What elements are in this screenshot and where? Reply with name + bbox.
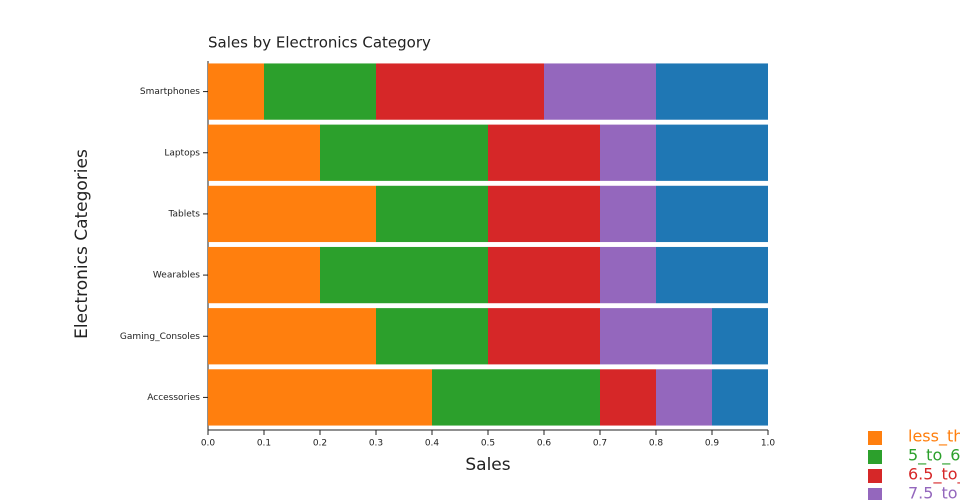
x-tick-label: 0.4 (425, 439, 440, 449)
bar-segment (376, 63, 544, 120)
chart-title: Sales by Electronics Category (208, 34, 431, 52)
bar-segment (656, 124, 768, 181)
legend-label: less_th (908, 427, 960, 447)
x-tick-label: 0.6 (537, 439, 552, 449)
bar-segment (488, 124, 600, 181)
bar-segment (208, 124, 320, 181)
x-tick-label: 0.0 (201, 439, 216, 449)
legend-label: 7.5_to (908, 484, 958, 500)
y-tick-label: Accessories (147, 393, 200, 403)
legend-swatch (868, 450, 882, 464)
y-axis-title: Electronics Categories (72, 149, 92, 339)
legend-swatch (868, 488, 882, 500)
bar-segment (320, 246, 488, 304)
bar-segment (376, 185, 488, 243)
bar-segment (264, 63, 376, 120)
x-tick-label: 0.8 (649, 439, 664, 449)
bar-segment (600, 124, 656, 181)
bar-segment (656, 246, 768, 304)
y-tick-label: Laptops (164, 148, 200, 158)
x-tick-label: 0.5 (481, 439, 495, 449)
bar-segment (656, 369, 712, 426)
bar-segment (600, 246, 656, 304)
bar-segment (376, 308, 488, 365)
bar-segment (208, 63, 264, 120)
legend-label: 5_to_6 (908, 446, 960, 466)
x-tick-label: 0.2 (313, 439, 327, 449)
bar-segment (488, 308, 600, 365)
bar-segment (208, 246, 320, 304)
y-tick-label: Gaming_Consoles (120, 332, 200, 342)
bar-segment (432, 369, 600, 426)
x-tick-label: 0.7 (593, 439, 607, 449)
x-tick-label: 0.9 (705, 439, 720, 449)
x-tick-label: 0.3 (369, 439, 383, 449)
bar-segment (712, 369, 768, 426)
y-tick-label: Smartphones (140, 87, 200, 97)
bar-segment (600, 308, 712, 365)
bar-segment (600, 185, 656, 243)
bar-segment (320, 124, 488, 181)
legend-swatch (868, 469, 882, 483)
x-axis-title: Sales (465, 455, 510, 475)
bar-segment (656, 185, 768, 243)
bar-segment (208, 308, 376, 365)
bar-segment (208, 369, 432, 426)
bar-segment (208, 185, 376, 243)
x-tick-label: 0.1 (257, 439, 271, 449)
bar-segment (544, 63, 656, 120)
bar-segment (600, 369, 656, 426)
legend-label: 6.5_to_ (908, 465, 960, 485)
legend-swatch (868, 431, 882, 445)
y-tick-label: Wearables (153, 271, 200, 281)
bar-segment (656, 63, 768, 120)
x-tick-label: 1.0 (761, 439, 776, 449)
y-tick-label: Tablets (168, 209, 201, 219)
bar-segment (712, 308, 768, 365)
bar-segment (488, 246, 600, 304)
bar-segment (488, 185, 600, 243)
